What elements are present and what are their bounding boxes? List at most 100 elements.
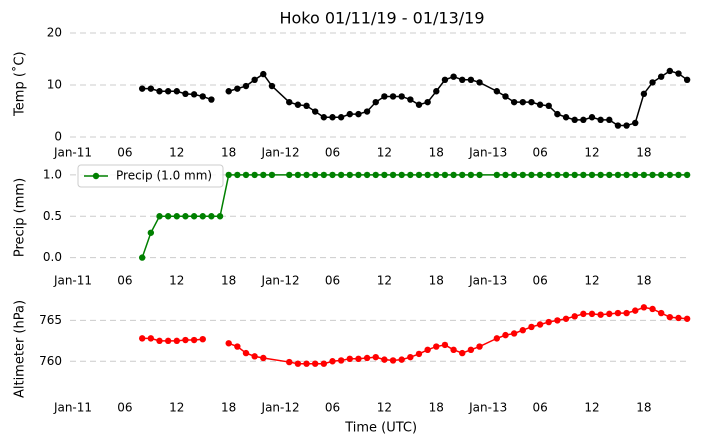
data-point bbox=[355, 110, 362, 118]
data-point bbox=[225, 340, 232, 347]
data-point bbox=[519, 327, 526, 334]
x-tick-label: 06 bbox=[325, 401, 340, 415]
data-point bbox=[588, 171, 596, 179]
data-point bbox=[657, 309, 665, 317]
series-line bbox=[142, 70, 688, 127]
y-axis-label: Precip (mm) bbox=[13, 178, 28, 257]
data-point bbox=[234, 343, 241, 350]
data-point bbox=[182, 213, 189, 220]
data-point bbox=[510, 171, 518, 179]
data-point bbox=[657, 73, 665, 80]
data-point bbox=[225, 88, 232, 95]
data-point bbox=[251, 76, 258, 84]
x-tick-label: 06 bbox=[532, 401, 547, 415]
data-point bbox=[666, 313, 674, 321]
data-point bbox=[398, 171, 405, 179]
data-point bbox=[173, 213, 180, 220]
data-point bbox=[268, 171, 276, 179]
x-tick-label: 12 bbox=[584, 274, 599, 288]
y-tick-label: 0.5 bbox=[43, 209, 62, 223]
data-point bbox=[467, 76, 475, 84]
data-point bbox=[536, 101, 544, 108]
data-point bbox=[337, 171, 345, 179]
data-point bbox=[424, 346, 431, 354]
x-tick-label: Jan-13 bbox=[468, 146, 507, 160]
data-point bbox=[355, 171, 362, 179]
data-point bbox=[320, 114, 328, 121]
data-point bbox=[562, 315, 570, 322]
data-point bbox=[666, 67, 674, 75]
data-point bbox=[675, 70, 682, 77]
data-point bbox=[657, 171, 665, 179]
data-point bbox=[398, 356, 405, 363]
data-point bbox=[640, 304, 648, 311]
chart-title: Hoko 01/11/19 - 01/13/19 bbox=[279, 9, 484, 28]
data-point bbox=[467, 346, 475, 354]
data-point bbox=[649, 305, 656, 313]
data-point bbox=[311, 108, 319, 115]
data-point bbox=[346, 171, 353, 179]
data-point bbox=[242, 82, 250, 90]
data-point bbox=[632, 171, 639, 179]
data-point bbox=[320, 360, 328, 367]
data-point bbox=[407, 353, 414, 361]
data-point bbox=[199, 93, 206, 100]
x-tick-label: Jan-13 bbox=[468, 274, 507, 288]
data-point bbox=[459, 171, 466, 179]
data-point bbox=[545, 171, 552, 179]
data-point bbox=[337, 114, 345, 121]
data-point bbox=[147, 229, 155, 236]
data-point bbox=[528, 323, 535, 331]
data-point bbox=[389, 171, 397, 179]
data-point bbox=[389, 93, 397, 100]
y-tick-label: 0 bbox=[54, 130, 62, 144]
x-tick-label: 06 bbox=[325, 146, 340, 160]
data-point bbox=[562, 171, 570, 179]
data-point bbox=[164, 337, 172, 345]
x-tick-label: 12 bbox=[169, 274, 184, 288]
x-tick-label: Jan-11 bbox=[53, 401, 92, 415]
data-point bbox=[415, 101, 423, 108]
y-tick-label: 765 bbox=[39, 313, 62, 327]
x-tick-label: 06 bbox=[117, 274, 132, 288]
data-point bbox=[571, 171, 578, 179]
data-point bbox=[459, 76, 466, 84]
data-point bbox=[389, 357, 397, 364]
data-point bbox=[424, 98, 431, 106]
data-point bbox=[346, 110, 353, 118]
data-point bbox=[242, 171, 250, 179]
data-point bbox=[147, 335, 155, 342]
data-point bbox=[294, 171, 302, 179]
data-point bbox=[528, 98, 535, 106]
data-point bbox=[381, 356, 388, 363]
y-axis-label: Altimeter (hPa) bbox=[13, 300, 28, 398]
y-axis-label: Temp (˚C) bbox=[12, 51, 28, 117]
x-tick-label: 18 bbox=[429, 401, 444, 415]
data-point bbox=[597, 311, 604, 318]
data-point bbox=[234, 85, 241, 92]
x-tick-label: 18 bbox=[636, 146, 651, 160]
data-point bbox=[623, 309, 630, 317]
legend-box bbox=[77, 164, 224, 188]
x-tick-label: 18 bbox=[636, 274, 651, 288]
data-point bbox=[683, 76, 691, 84]
data-point bbox=[303, 360, 310, 367]
data-point bbox=[329, 358, 336, 365]
data-point bbox=[286, 358, 293, 366]
data-point bbox=[208, 213, 215, 220]
data-point bbox=[138, 254, 146, 261]
x-tick-label: 06 bbox=[117, 401, 132, 415]
data-point bbox=[260, 354, 267, 362]
data-point bbox=[303, 102, 310, 110]
data-point bbox=[433, 171, 440, 179]
x-tick-label: 12 bbox=[169, 146, 184, 160]
data-point bbox=[346, 355, 353, 362]
data-point bbox=[381, 93, 388, 100]
data-point bbox=[407, 96, 414, 103]
data-point bbox=[450, 346, 457, 354]
data-point bbox=[286, 98, 293, 106]
x-tick-label: Jan-11 bbox=[53, 146, 92, 160]
data-point bbox=[510, 330, 518, 337]
data-point bbox=[510, 98, 518, 106]
